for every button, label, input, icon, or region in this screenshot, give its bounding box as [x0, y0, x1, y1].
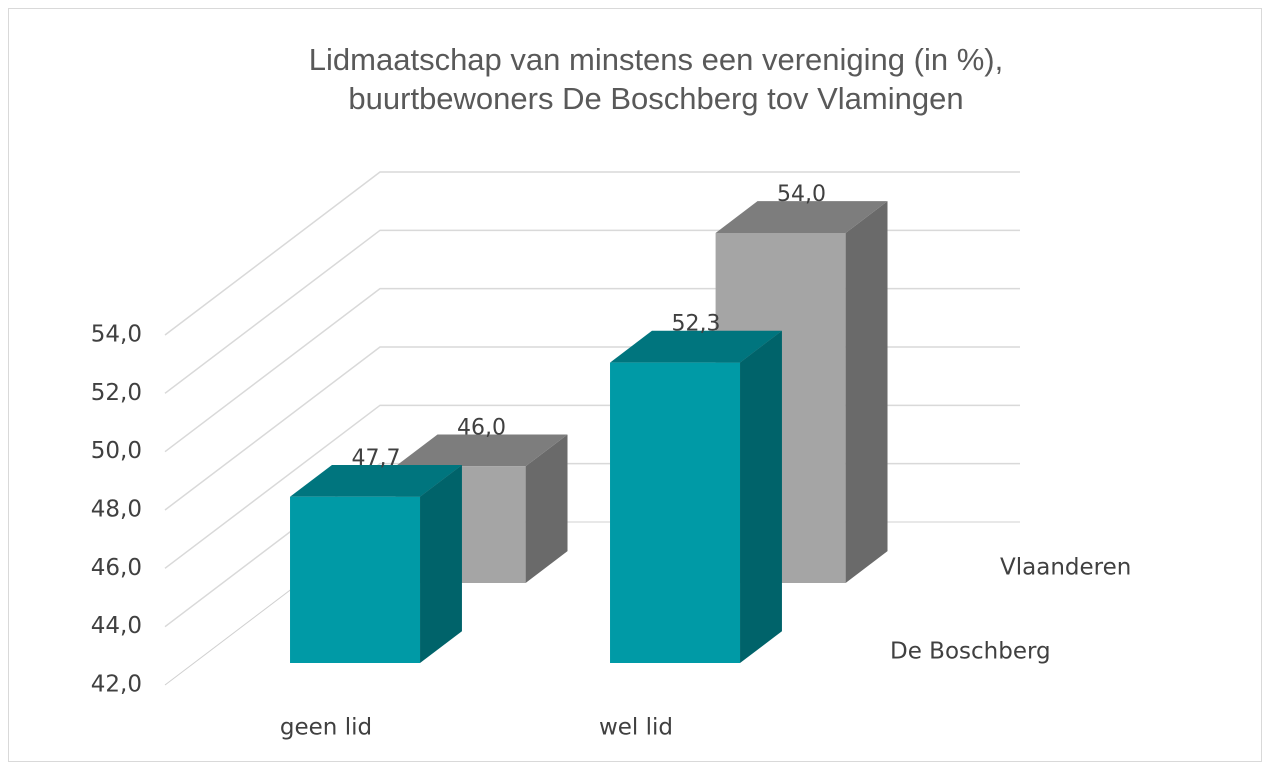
y-tick-label: 48,0 — [91, 497, 142, 523]
bar-side — [525, 434, 568, 583]
grid-line — [164, 287, 1020, 453]
y-tick-label: 44,0 — [91, 613, 142, 639]
y-tick-label: 42,0 — [91, 672, 142, 698]
grid-line — [164, 346, 1020, 511]
bar-top — [290, 464, 462, 497]
x-tick-label: geen lid — [280, 715, 372, 741]
bar-top — [610, 330, 782, 363]
y-tick-label: 50,0 — [91, 438, 142, 464]
grid-line — [164, 171, 1020, 336]
y-tick-label: 46,0 — [91, 555, 142, 581]
bar — [290, 496, 421, 663]
bar-side — [845, 201, 888, 583]
value-label: 52,3 — [671, 312, 720, 337]
bar — [610, 362, 741, 663]
x-tick-label: wel lid — [599, 715, 673, 741]
grid-line — [164, 229, 1020, 394]
y-tick-label: 52,0 — [91, 380, 142, 406]
bar-top — [395, 434, 568, 467]
series-label: Vlaanderen — [1000, 555, 1131, 581]
series-label: De Boschberg — [890, 639, 1051, 665]
bar-top — [715, 201, 888, 233]
bar-side — [420, 464, 462, 663]
value-label: 54,0 — [777, 182, 826, 207]
chart-frame — [8, 8, 1262, 762]
chart-title: Lidmaatschap van minstens een vereniging… — [308, 42, 1004, 116]
bar-side — [740, 330, 782, 663]
value-label: 47,7 — [351, 446, 400, 471]
y-tick-label: 54,0 — [91, 322, 142, 348]
value-label: 46,0 — [457, 415, 506, 440]
